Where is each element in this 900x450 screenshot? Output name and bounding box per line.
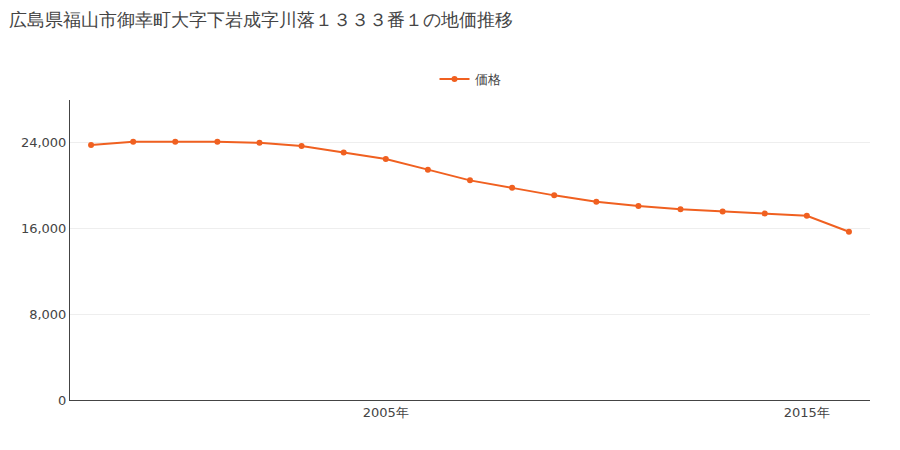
- svg-text:0: 0: [58, 393, 66, 408]
- svg-text:16,000: 16,000: [21, 221, 67, 236]
- svg-text:8,000: 8,000: [29, 307, 66, 322]
- svg-text:2005年: 2005年: [363, 405, 409, 420]
- svg-text:価格: 価格: [475, 72, 501, 87]
- svg-text:2015年: 2015年: [784, 405, 830, 420]
- svg-text:24,000: 24,000: [21, 135, 67, 150]
- svg-text:広島県福山市御幸町大字下岩成字川落１３３３番１の地価推移: 広島県福山市御幸町大字下岩成字川落１３３３番１の地価推移: [9, 9, 513, 30]
